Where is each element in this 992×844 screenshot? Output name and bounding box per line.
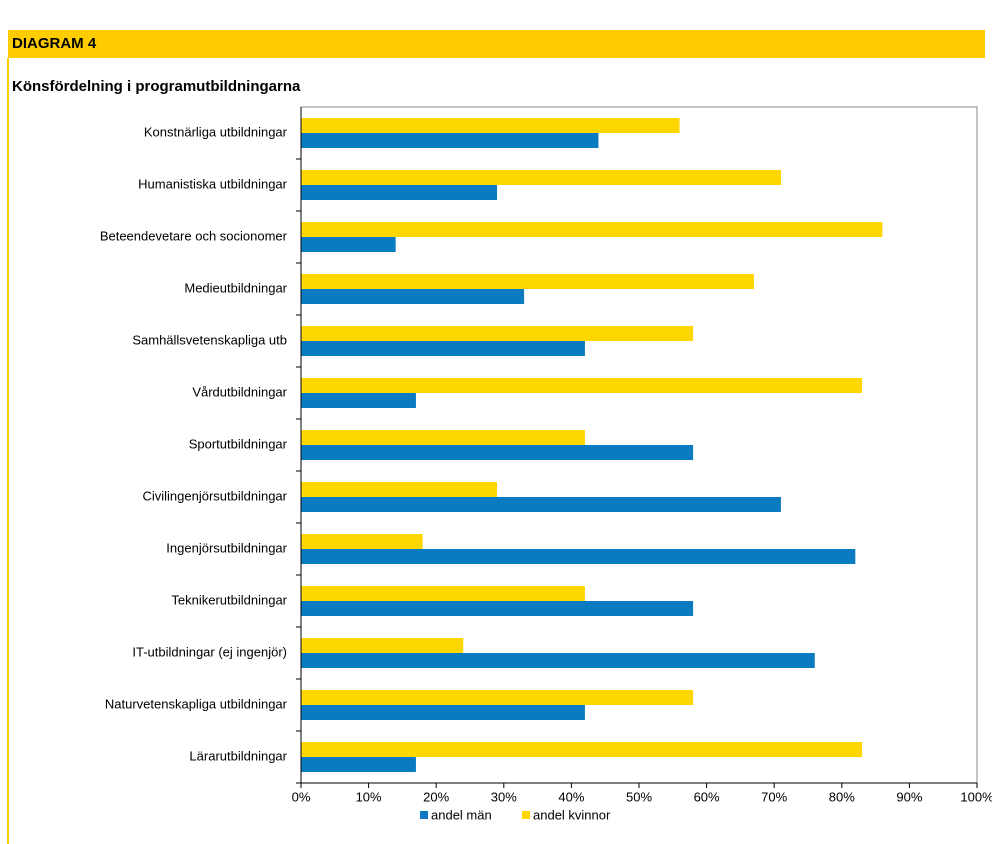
bar	[301, 326, 694, 341]
x-tick-label: 90%	[896, 789, 922, 804]
chart-subtitle: Könsfördelning i programutbildningarna	[12, 78, 301, 95]
bar	[301, 445, 694, 460]
bar	[301, 586, 585, 601]
bar	[301, 185, 498, 200]
y-tick-label: Beteendevetare och socionomer	[100, 228, 288, 243]
legend-swatch	[420, 811, 428, 819]
y-tick-label: Vårdutbildningar	[192, 384, 287, 399]
bar	[301, 170, 781, 185]
side-rule	[7, 58, 9, 844]
legend-label: andel män	[431, 807, 492, 822]
bar	[301, 742, 863, 757]
y-tick-label: Ingenjörsutbildningar	[166, 540, 287, 555]
y-tick-label: Sportutbildningar	[189, 436, 288, 451]
y-tick-label: IT-utbildningar (ej ingenjör)	[132, 644, 287, 659]
legend-label: andel kvinnor	[533, 807, 611, 822]
bar	[301, 393, 416, 408]
y-tick-label: Samhällsvetenskapliga utb	[132, 332, 287, 347]
bar	[301, 133, 599, 148]
bar	[301, 653, 815, 668]
bar	[301, 430, 585, 445]
x-tick-label: 70%	[761, 789, 787, 804]
x-tick-label: 60%	[694, 789, 720, 804]
bar	[301, 222, 883, 237]
y-tick-label: Medieutbildningar	[184, 280, 287, 295]
bar	[301, 757, 416, 772]
bar	[301, 690, 694, 705]
x-tick-label: 0%	[292, 789, 311, 804]
bar	[301, 534, 423, 549]
x-tick-label: 10%	[356, 789, 382, 804]
legend-swatch	[522, 811, 530, 819]
bar	[301, 705, 585, 720]
bar	[301, 497, 781, 512]
y-tick-label: Lärarutbildningar	[189, 748, 287, 763]
y-tick-label: Konstnärliga utbildningar	[144, 124, 288, 139]
y-tick-label: Teknikerutbildningar	[171, 592, 287, 607]
chart-title: DIAGRAM 4	[12, 35, 97, 52]
x-tick-label: 30%	[491, 789, 517, 804]
bar	[301, 274, 754, 289]
header-bar	[8, 30, 985, 58]
bar	[301, 638, 464, 653]
x-tick-label: 50%	[626, 789, 652, 804]
bar	[301, 341, 585, 356]
x-tick-label: 20%	[423, 789, 449, 804]
x-tick-label: 40%	[558, 789, 584, 804]
bar	[301, 237, 396, 252]
bar	[301, 378, 863, 393]
bar	[301, 482, 498, 497]
x-tick-label: 80%	[829, 789, 855, 804]
bar	[301, 289, 525, 304]
y-tick-label: Naturvetenskapliga utbildningar	[105, 696, 288, 711]
bar	[301, 118, 680, 133]
y-tick-label: Humanistiska utbildningar	[138, 176, 288, 191]
bar	[301, 601, 694, 616]
y-tick-label: Civilingenjörsutbildningar	[142, 488, 287, 503]
bar	[301, 549, 856, 564]
x-tick-label: 100%	[960, 789, 992, 804]
